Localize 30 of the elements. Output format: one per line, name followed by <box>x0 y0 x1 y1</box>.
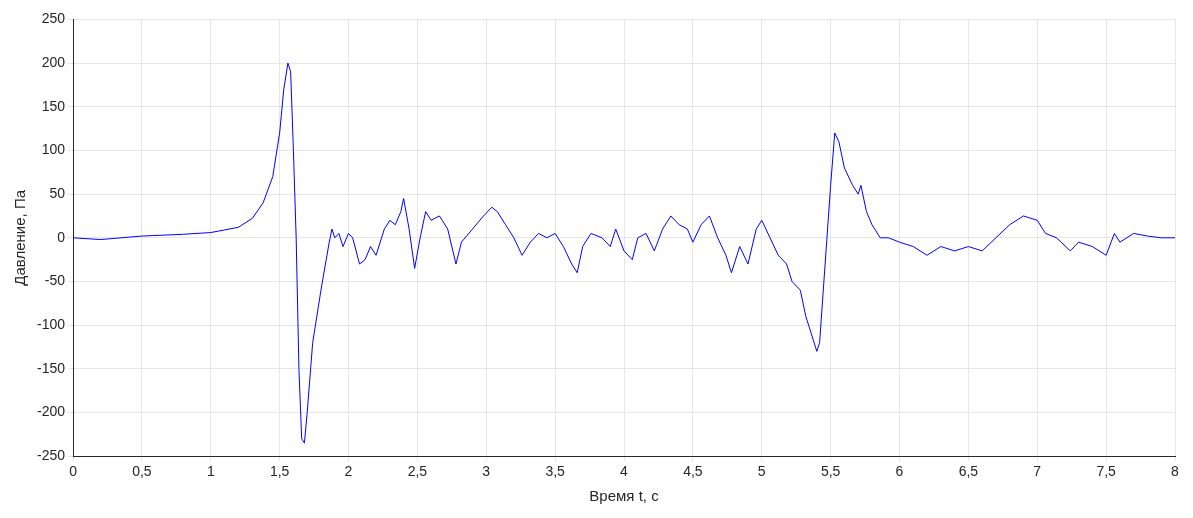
y-tick-label: 0 <box>57 228 66 245</box>
y-tick-label: -150 <box>36 359 66 376</box>
x-tick-label: 5,5 <box>820 463 841 480</box>
x-tick-label: 7,5 <box>1096 463 1117 480</box>
y-tick-label: -200 <box>36 403 66 420</box>
x-axis-title: Время t, с <box>589 487 660 505</box>
x-tick-label: 6,5 <box>958 463 979 480</box>
x-tick-label: 3 <box>482 463 491 480</box>
x-tick-label: 4,5 <box>683 463 703 480</box>
x-tick-label: 3,5 <box>545 463 566 480</box>
y-tick-label: 200 <box>41 53 66 70</box>
x-tick-label: 4 <box>620 463 629 480</box>
y-tick-label: 50 <box>49 184 66 201</box>
x-tick-label: 0 <box>69 463 78 480</box>
y-tick-label: -250 <box>36 447 66 464</box>
x-tick-label: 0,5 <box>132 463 152 480</box>
x-tick-label: 1,5 <box>269 463 290 480</box>
x-tick-label: 2 <box>344 463 353 480</box>
x-tick-label: 7 <box>1033 463 1042 480</box>
x-tick-label: 2,5 <box>407 463 428 480</box>
y-tick-label: -50 <box>44 272 66 289</box>
x-tick-label: 5 <box>757 463 766 480</box>
x-tick-label: 6 <box>895 463 904 480</box>
y-tick-label: 150 <box>41 97 66 114</box>
y-axis-title: Давление, Па <box>11 189 29 286</box>
x-tick-label: 8 <box>1171 463 1180 480</box>
y-tick-label: 250 <box>41 10 66 27</box>
y-tick-label: 100 <box>41 141 66 158</box>
y-tick-label: -100 <box>36 316 66 333</box>
x-tick-label: 1 <box>206 463 215 480</box>
